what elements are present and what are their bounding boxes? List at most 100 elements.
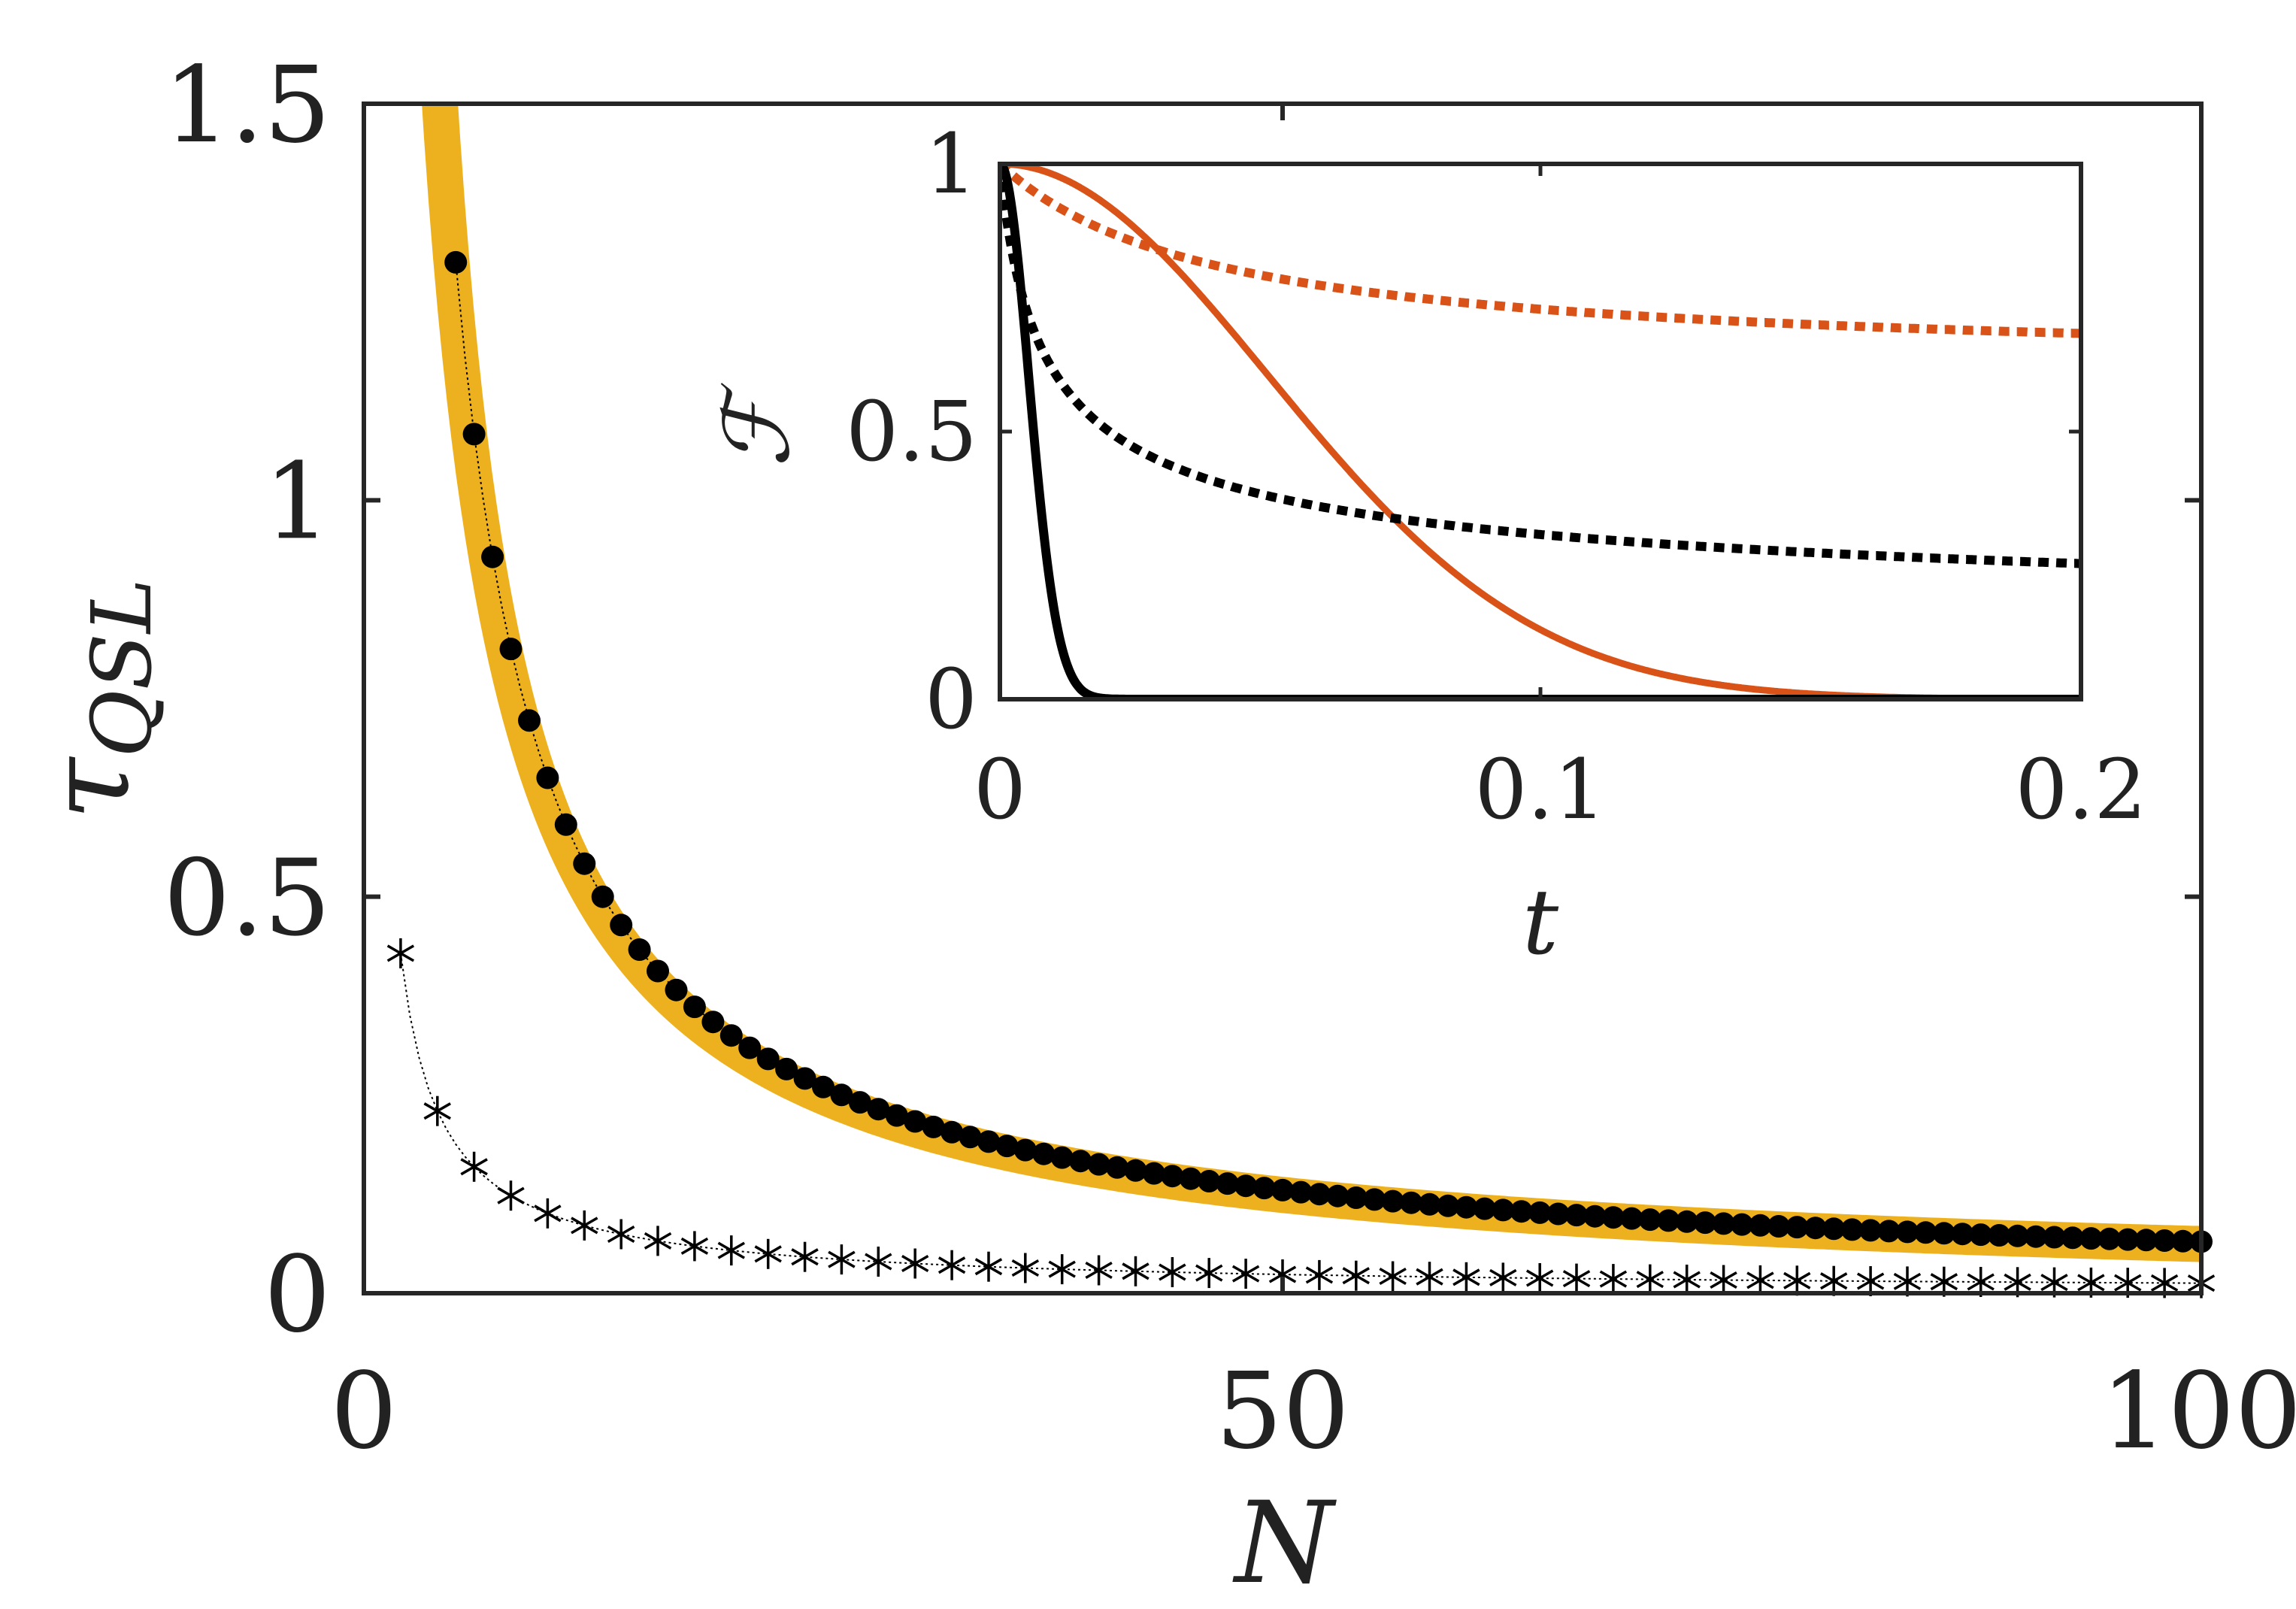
data-point-dot [628, 938, 651, 961]
data-point-dot [1583, 1204, 1607, 1228]
data-point-dot [2116, 1228, 2140, 1251]
inset-y-tick-label: 0 [925, 651, 977, 747]
data-point-dot [610, 914, 633, 937]
data-point-dot [1822, 1217, 1846, 1241]
data-point-dot [977, 1130, 1000, 1153]
inset-y-axis-label: ℱ [705, 382, 810, 468]
data-point-dot [1050, 1146, 1074, 1169]
data-point-dot [1731, 1213, 1753, 1236]
data-point-dot [2006, 1224, 2029, 1247]
data-point-dot [1106, 1156, 1128, 1179]
inset-y-tick-label: 1 [925, 116, 977, 212]
data-point-dot [904, 1110, 927, 1133]
data-point-star [680, 1231, 709, 1262]
data-point-dot [2153, 1229, 2176, 1252]
data-point-star [1562, 1263, 1591, 1294]
data-point-dot [1253, 1177, 1276, 1200]
data-point-dot [1455, 1195, 1478, 1219]
data-point-dot [756, 1047, 780, 1071]
data-point-dot [591, 885, 614, 908]
data-point-star [497, 1180, 525, 1211]
data-point-star [1048, 1254, 1076, 1285]
data-point-dot [554, 813, 577, 836]
data-point-dot [2134, 1229, 2158, 1252]
data-point-star [717, 1235, 745, 1266]
data-point-star [571, 1210, 598, 1241]
data-point-dot [1932, 1222, 1955, 1245]
data-point-dot [2043, 1226, 2066, 1249]
data-point-dot [941, 1120, 964, 1144]
inset-x-tick-label: 0 [974, 741, 1026, 838]
main-x-axis-label: N [1232, 1478, 1337, 1609]
data-point-dot [1381, 1189, 1404, 1213]
data-point-dot [830, 1083, 853, 1107]
data-point-star [1599, 1264, 1628, 1295]
data-point-dot [1492, 1198, 1515, 1222]
data-point-dot [2098, 1227, 2121, 1250]
data-point-dot [462, 423, 486, 446]
data-point-dot [812, 1075, 834, 1098]
data-point-dot [1786, 1216, 1809, 1239]
data-point-dot [1198, 1170, 1221, 1192]
data-point-dot [2171, 1229, 2195, 1253]
data-point-dot [1914, 1221, 1937, 1244]
main-x-tick-label: 50 [1216, 1350, 1349, 1473]
data-point-star [754, 1238, 782, 1269]
main-y-tick-label: 1 [264, 441, 331, 563]
data-point-star [386, 938, 415, 968]
data-point-dot [922, 1115, 945, 1138]
data-point-dot [536, 766, 559, 789]
data-point-dot [1601, 1206, 1625, 1229]
data-point-dot [1657, 1209, 1680, 1232]
data-point-dot [959, 1126, 982, 1149]
data-point-dot [1767, 1215, 1790, 1238]
data-point-star [607, 1219, 635, 1250]
data-point-dot [499, 638, 523, 661]
data-point-star [1783, 1265, 1811, 1296]
data-point-dot [995, 1135, 1019, 1158]
data-point-dot [1951, 1223, 1974, 1246]
data-point-dot [1289, 1180, 1313, 1204]
data-point-dot [1400, 1191, 1423, 1214]
data-point-dot [1326, 1184, 1349, 1208]
data-point-dot [1363, 1188, 1386, 1211]
data-point-dot [665, 978, 688, 1001]
data-point-dot [1620, 1207, 1643, 1230]
data-point-star [1011, 1253, 1040, 1283]
data-point-star [901, 1248, 929, 1279]
data-point-star [974, 1251, 1003, 1282]
data-point-dot [1179, 1167, 1202, 1190]
data-point-dot [1694, 1211, 1717, 1235]
data-point-dot [1510, 1200, 1533, 1223]
data-point-dot [1969, 1223, 1992, 1247]
data-point-dot [1087, 1153, 1110, 1176]
data-point-dot [2025, 1225, 2047, 1248]
data-point-dot [1344, 1186, 1368, 1209]
data-point-star [1305, 1259, 1334, 1290]
data-point-dot [719, 1024, 743, 1047]
data-point-star [423, 1095, 451, 1126]
inset-series-black-dotted [1000, 164, 2081, 568]
data-point-dot [573, 852, 596, 875]
inset-x-tick-label: 0.2 [2016, 741, 2147, 838]
data-point-dot [1069, 1150, 1092, 1173]
data-point-dot [1749, 1214, 1772, 1237]
main-y-axis-label-base: τ [24, 756, 155, 820]
main-y-tick-label: 0.5 [163, 838, 331, 960]
main-y-tick-label: 1.5 [163, 44, 331, 167]
data-point-star [1525, 1263, 1554, 1293]
data-point-dot [848, 1091, 871, 1114]
data-point-dot [481, 545, 504, 568]
data-point-star [1379, 1261, 1407, 1292]
data-point-star [865, 1247, 892, 1277]
data-point-dot [518, 709, 541, 732]
data-point-dot [2079, 1227, 2103, 1250]
data-point-dot [1271, 1178, 1294, 1201]
data-point-star [791, 1241, 819, 1272]
data-point-dot [1840, 1218, 1864, 1241]
main-y-axis-label-sub: QSL [74, 578, 170, 758]
inset-series-orange-dotted [1000, 164, 2081, 338]
inset-x-tick-label: 0.1 [1475, 741, 1607, 838]
data-point-dot [1528, 1201, 1552, 1224]
